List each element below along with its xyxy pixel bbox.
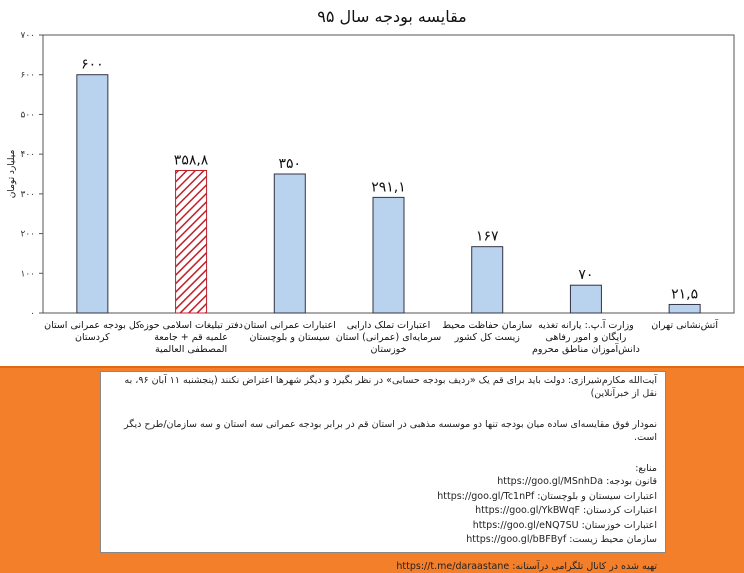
bar-value-label: ۱۶۷ [476,229,499,245]
telegram-label: تهیه شده در کانال تلگرامی درآستانه: [512,560,657,572]
category-label: کردستان [75,332,110,343]
source-link[interactable]: https://goo.gl/bBFByf [466,534,567,545]
bar [273,173,306,314]
bar-value-label: ۲۹۱,۱ [371,179,406,195]
bar-value-label: ۳۵۰ [279,156,302,172]
quote-text: آیت‌الله مکارم‌شیرازی: دولت باید برای قم… [124,375,657,399]
source-link[interactable]: https://goo.gl/YkBWqF [475,505,580,516]
category-label: سازمان حفاظت محیط [442,320,532,331]
source-item: اعتبارات خوزستان: https://goo.gl/eNQ7SU [109,519,657,534]
category-label: سرمایه‌ای (عمرانی) استان [336,332,441,343]
category-label: سیستان و بلوچستان [250,332,330,343]
sources-list: قانون بودجه: https://goo.gl/MSnhDa اعتبار… [109,475,657,548]
telegram-link[interactable]: https://t.me/daraastane [396,560,510,572]
y-tick-label: ۰ [30,309,35,319]
source-item: اعتبارات سیستان و بلوچستان: https://goo.… [109,490,657,505]
sources-heading: منابع: [635,463,657,474]
y-tick-label: ۷۰۰ [20,31,35,41]
category-label: المصطفی العالمیة [155,344,227,355]
category-label: خوزستان [370,344,406,355]
y-tick-label: ۴۰۰ [20,150,35,160]
comment-text: نمودار فوق مقایسه‌ای ساده میان بودجه تنه… [124,419,657,443]
bar [668,303,701,314]
notes-panel: آیت‌الله مکارم‌شیرازی: دولت باید برای قم… [100,371,666,572]
source-label: سازمان محیط زیست: [566,534,657,545]
source-label: قانون بودجه: [603,476,657,487]
y-axis: ۰ ۱۰۰ ۲۰۰ ۳۰۰ ۴۰۰ ۵۰۰ ۶۰۰ ۷۰۰ [20,31,43,319]
bars [76,74,701,314]
chart-panel: مقایسه بودجه سال ۹۵ ۰ ۱۰۰ ۲۰۰ ۳۰۰ ۴۰۰ ۵۰۰ ۶۰۰ ۷… [0,0,744,368]
bar [372,196,405,314]
source-link[interactable]: https://goo.gl/eNQ7SU [472,519,579,531]
bar [471,246,504,314]
telegram-line: تهیه شده در کانال تلگرامی درآستانه: http… [109,560,657,573]
source-label: اعتبارات خوزستان: [578,519,657,531]
source-link[interactable]: https://goo.gl/Tc1nPf [437,490,535,502]
chart-title: مقایسه بودجه سال ۹۵ [317,7,467,27]
category-label: آتش‌نشانی تهران [651,318,718,331]
bar-value-label: ۳۵۸,۸ [174,153,209,169]
source-label: اعتبارات سیستان و بلوچستان: [534,490,657,502]
category-label: کل بودجه عمرانی استان [44,320,141,331]
source-item: اعتبارات کردستان: https://goo.gl/YkBWqF [109,504,657,519]
budget-bar-chart: مقایسه بودجه سال ۹۵ ۰ ۱۰۰ ۲۰۰ ۳۰۰ ۴۰۰ ۵۰۰ ۶۰۰ ۷… [7,7,735,355]
category-label: وزارت آ.پ.: یارانه تغذیه [538,318,634,331]
bar-value-label: ۷۰ [578,267,593,283]
y-tick-label: ۳۰۰ [20,190,35,200]
bar-value-label: ۲۱,۵ [671,286,698,302]
bar-value-label: ۶۰۰ [81,57,104,73]
y-tick-label: ۲۰۰ [20,230,35,240]
bar [569,284,602,314]
source-label: اعتبارات کردستان: [579,505,657,516]
y-axis-label: میلیارد تومان [7,150,17,199]
y-tick-label: ۱۰۰ [20,269,35,279]
category-label: اعتبارات تملک دارایی [347,320,431,331]
y-tick-label: ۶۰۰ [20,71,35,81]
category-label: دفتر تبلیغات اسلامی حوزه [139,320,243,331]
category-label: رایگان و امور رفاهی [546,331,627,343]
bar [76,74,109,314]
y-tick-label: ۵۰۰ [20,110,35,120]
category-label: علمیه قم + جامعة [154,332,228,343]
source-link[interactable]: https://goo.gl/MSnhDa [497,476,604,487]
data-labels: ۶۰۰ ۳۵۸,۸ ۳۵۰ ۲۹۱,۱ ۱۶۷ ۷۰ ۲۱,۵ [81,57,698,303]
source-item: قانون بودجه: https://goo.gl/MSnhDa [109,475,657,490]
source-item: سازمان محیط زیست: https://goo.gl/bBFByf [109,533,657,548]
category-label: زیست کل کشور [454,332,521,343]
category-label: اعتبارات عمرانی استان [244,320,336,331]
category-label: دانش‌آموزان مناطق محروم [532,342,640,355]
bar [175,170,208,314]
